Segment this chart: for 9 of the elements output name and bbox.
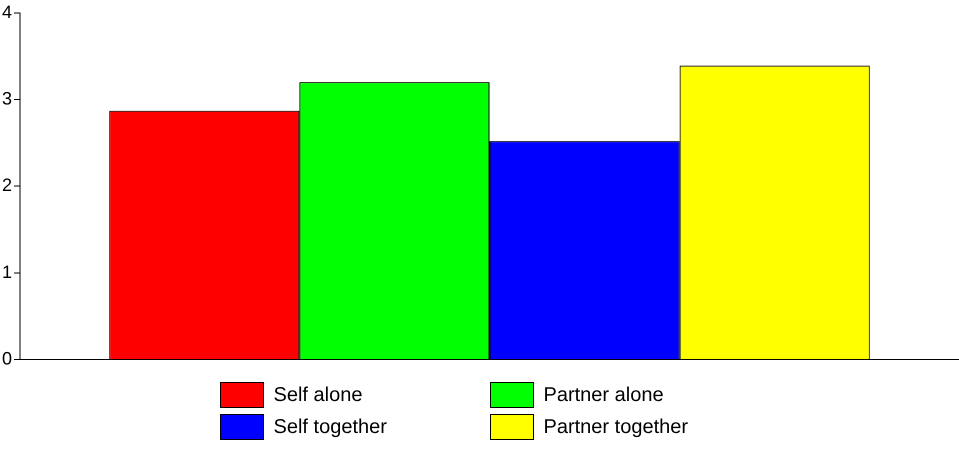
- legend-label: Self together: [274, 416, 387, 438]
- legend-label: Partner alone: [544, 384, 664, 406]
- y-tick-label: 3: [2, 88, 12, 108]
- y-tick-label: 1: [2, 262, 12, 282]
- y-tick-label: 4: [2, 2, 12, 22]
- y-tick-label: 0: [2, 348, 12, 369]
- legend-label: Self alone: [274, 384, 362, 406]
- y-tick-label: 2: [2, 175, 12, 196]
- legend-label: Partner together: [544, 416, 688, 438]
